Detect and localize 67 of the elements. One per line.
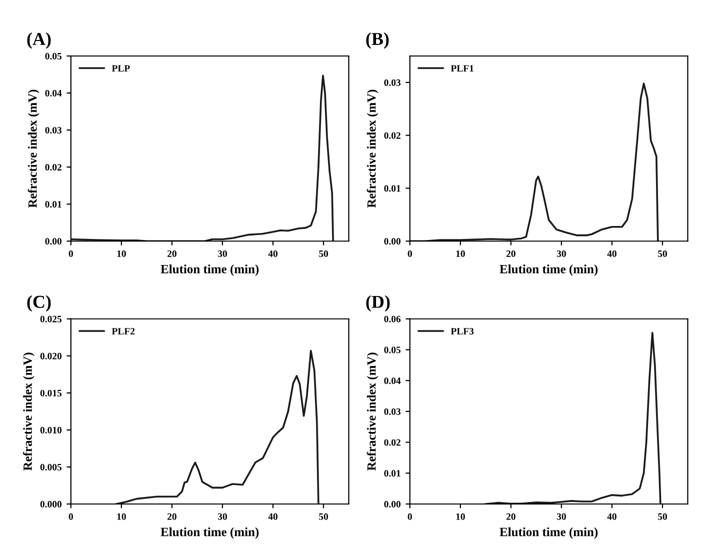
legend-label: PLP <box>112 65 130 72</box>
y-tick-label: 0.010 <box>40 426 62 434</box>
y-tick-label: 0.06 <box>384 316 401 322</box>
line-series <box>115 350 320 504</box>
y-tick-label: 0.03 <box>45 126 62 134</box>
legend-label: PLF2 <box>112 328 135 334</box>
chart-title: (B) <box>366 32 389 49</box>
y-axis-title: Refractive index (mV) <box>28 90 40 208</box>
y-tick-label: 0.03 <box>384 408 401 415</box>
x-tick-label: 0 <box>68 250 73 257</box>
x-tick-label: 40 <box>607 250 616 257</box>
x-tick-label: 30 <box>556 250 566 257</box>
y-tick-label: 0.03 <box>384 79 401 86</box>
y-tick-label: 0.000 <box>40 500 62 508</box>
x-tick-label: 50 <box>319 513 328 520</box>
y-tick-label: 0.05 <box>45 52 62 60</box>
y-tick-label: 0.025 <box>40 316 62 322</box>
chart-title: (D) <box>366 295 390 312</box>
x-tick-label: 30 <box>218 513 227 520</box>
x-tick-label: 10 <box>117 513 126 520</box>
y-tick-label: 0.02 <box>45 164 62 171</box>
x-tick-label: 40 <box>268 250 278 257</box>
x-axis-title: Elution time (min) <box>500 527 598 539</box>
x-tick-label: 10 <box>117 250 126 257</box>
legend-label: PLF1 <box>450 65 474 72</box>
y-axis-title: Refractive index (mV) <box>366 352 378 471</box>
y-tick-label: 0.00 <box>384 500 400 508</box>
x-tick-label: 50 <box>658 513 667 520</box>
y-tick-label: 0.00 <box>384 238 400 245</box>
y-tick-label: 0.05 <box>384 346 400 354</box>
y-tick-label: 0.005 <box>40 464 62 470</box>
x-axis-title: Elution time (min) <box>160 527 259 539</box>
y-tick-label: 0.04 <box>45 90 62 97</box>
chart-title: (A) <box>27 32 51 49</box>
x-tick-label: 30 <box>218 250 227 257</box>
x-tick-label: 10 <box>456 250 465 257</box>
legend-label: PLF3 <box>450 328 474 335</box>
y-axis-title: Refractive index (mV) <box>22 352 34 471</box>
y-tick-label: 0.01 <box>384 185 400 192</box>
x-axis-title: Elution time (min) <box>500 264 598 276</box>
chart-title: (C) <box>27 295 51 312</box>
x-tick-label: 20 <box>506 513 516 520</box>
x-tick-label: 30 <box>556 513 566 520</box>
y-tick-label: 0.02 <box>384 439 400 446</box>
x-tick-label: 40 <box>607 513 616 520</box>
x-tick-label: 0 <box>408 513 412 520</box>
y-tick-label: 0.01 <box>384 470 400 477</box>
x-tick-label: 10 <box>456 513 465 520</box>
line-series <box>484 332 662 504</box>
x-tick-label: 20 <box>506 250 516 257</box>
y-tick-label: 0.020 <box>40 352 62 360</box>
line-series <box>70 74 334 242</box>
x-tick-label: 50 <box>658 250 667 257</box>
y-tick-label: 0.00 <box>45 238 62 245</box>
y-axis-title: Refractive index (mV) <box>366 90 378 208</box>
x-tick-label: 50 <box>319 250 328 257</box>
y-tick-label: 0.01 <box>45 201 62 208</box>
x-tick-label: 20 <box>167 250 176 257</box>
x-axis-title: Elution time (min) <box>160 264 259 276</box>
x-tick-label: 0 <box>68 513 73 520</box>
x-tick-label: 40 <box>268 513 278 520</box>
y-tick-label: 0.04 <box>384 377 401 384</box>
y-tick-label: 0.02 <box>384 132 400 139</box>
x-tick-label: 0 <box>408 250 412 257</box>
x-tick-label: 20 <box>167 513 176 520</box>
line-series <box>410 82 659 242</box>
y-tick-label: 0.015 <box>40 390 62 396</box>
